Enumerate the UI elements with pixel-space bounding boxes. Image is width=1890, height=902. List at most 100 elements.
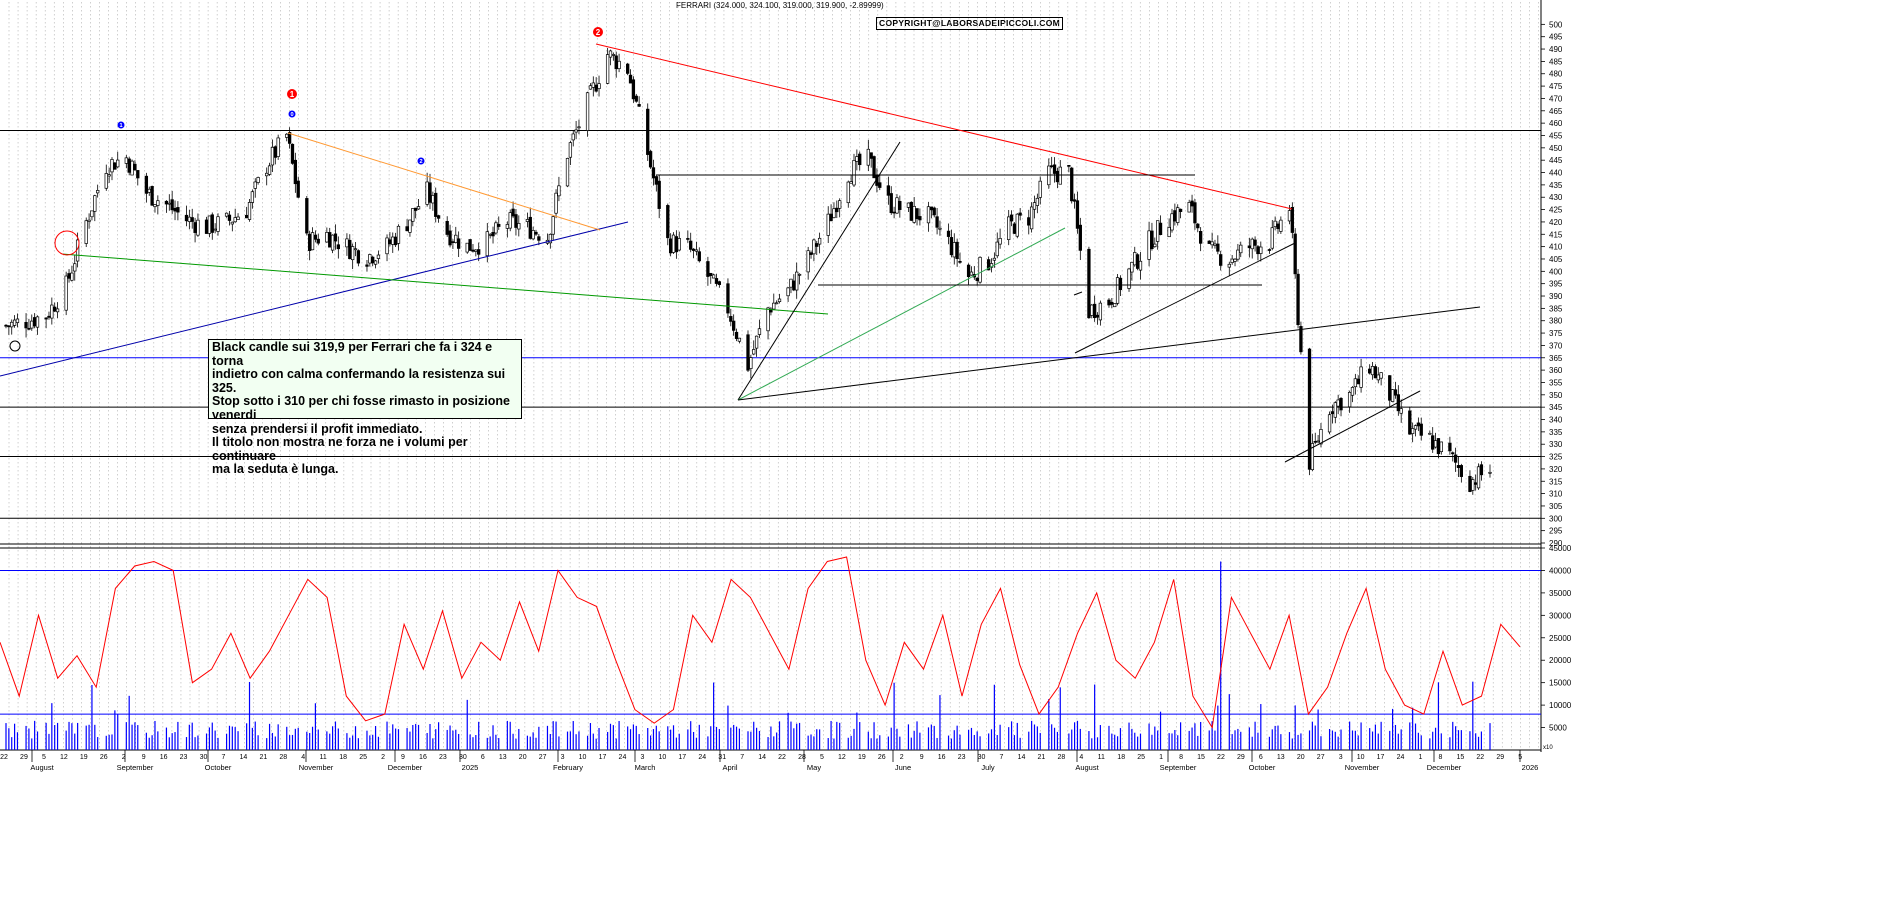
candle-body — [1098, 302, 1103, 321]
candle-body — [1456, 465, 1461, 468]
candle-body — [1196, 223, 1200, 229]
x-month-label: December — [388, 763, 423, 772]
x-tick-label: 23 — [958, 754, 966, 761]
osc-tick-label: 10000 — [1549, 701, 1572, 710]
candle-body — [929, 206, 934, 211]
candle-body — [835, 207, 839, 213]
candle-body — [932, 207, 936, 216]
candle-body — [90, 210, 94, 218]
candle-body — [1313, 441, 1317, 443]
candle-body — [47, 315, 51, 318]
x-tick-label: 12 — [838, 754, 846, 761]
candle-body — [537, 236, 541, 241]
x-month-label: March — [635, 763, 656, 772]
candle-body — [1193, 202, 1197, 224]
candle-body — [1113, 303, 1117, 308]
candle-body — [792, 280, 796, 291]
x-tick-label: 30 — [978, 754, 986, 761]
osc-tick-label: 40000 — [1549, 566, 1572, 575]
candle-body — [485, 231, 489, 257]
candle-body — [84, 220, 88, 244]
candle-body — [786, 287, 790, 297]
candle-body — [588, 85, 593, 90]
candle-body — [1087, 248, 1091, 319]
candle-body — [611, 54, 616, 56]
candle-body — [285, 133, 289, 138]
candle-body — [290, 143, 295, 164]
candle-body — [44, 317, 48, 320]
x-tick-label: 30 — [459, 754, 467, 761]
x-tick-label: 11 — [320, 754, 327, 761]
candle-body — [1299, 326, 1303, 353]
trendline — [737, 227, 1066, 401]
trendline — [1074, 242, 1296, 354]
candle-body — [568, 142, 573, 158]
x-tick-label: 7 — [221, 754, 225, 761]
candle-body — [330, 234, 335, 251]
x-month-label: June — [895, 763, 911, 772]
candle-body — [1433, 440, 1438, 448]
candle-body — [878, 182, 882, 188]
trendline — [1284, 390, 1421, 463]
candle-body — [1115, 277, 1120, 304]
candle-body — [1293, 233, 1297, 275]
candle-body — [852, 160, 856, 186]
candle-body — [265, 172, 269, 177]
x-tick-label: 27 — [539, 754, 547, 761]
candle-body — [1419, 423, 1423, 436]
price-tick-label: 335 — [1549, 428, 1563, 437]
candle-body — [1173, 210, 1177, 222]
x-tick-label: 25 — [359, 754, 367, 761]
candle-body — [1259, 246, 1263, 254]
x-tick-label: 10 — [1357, 754, 1365, 761]
candle-body — [1448, 442, 1452, 452]
candle-body — [608, 50, 613, 58]
candle-body — [1359, 366, 1363, 388]
x-tick-label: 26 — [878, 754, 886, 761]
x-tick-label: 21 — [1038, 754, 1046, 761]
candle-body — [431, 195, 435, 204]
candle-body — [577, 126, 581, 129]
candle-body — [1333, 402, 1337, 418]
candle-body — [1488, 471, 1492, 474]
candle-body — [1150, 230, 1154, 250]
candle-body — [651, 167, 656, 179]
x-tick-label: 30 — [200, 754, 208, 761]
x-tick-label: 28 — [798, 754, 806, 761]
candle-body — [795, 271, 799, 291]
candle-body — [1336, 399, 1340, 407]
candle-body — [657, 180, 661, 209]
candle-body — [686, 238, 690, 240]
candle-body — [287, 132, 292, 144]
x-tick-label: 9 — [142, 754, 146, 761]
candle-body — [468, 239, 472, 251]
candle-body — [497, 223, 501, 227]
candle-body — [1270, 227, 1274, 249]
candle-body — [626, 63, 630, 74]
oscillator-line — [0, 556, 1521, 730]
candle-body — [872, 156, 876, 179]
x-month-label: August — [30, 763, 54, 772]
candle-body — [571, 133, 575, 141]
candle-body — [336, 244, 340, 250]
candle-body — [213, 228, 217, 231]
candle-body — [1167, 227, 1171, 238]
candle-body — [829, 213, 833, 222]
scale-label: x10 — [1543, 745, 1553, 751]
x-tick-label: 24 — [1397, 754, 1405, 761]
candle-body — [591, 82, 595, 88]
trendline — [595, 43, 1293, 210]
trendline — [737, 306, 1481, 401]
candle-body — [1431, 435, 1435, 450]
candle-body — [528, 216, 532, 239]
chart-title: FERRARI (324.000, 324.100, 319.000, 319.… — [676, 1, 884, 10]
candle-body — [774, 302, 779, 305]
candle-body — [677, 238, 681, 251]
highlight-circle — [9, 340, 21, 352]
candle-body — [296, 180, 300, 198]
price-tick-label: 405 — [1549, 255, 1563, 264]
candle-body — [1012, 223, 1017, 234]
x-month-label: 2025 — [462, 763, 479, 772]
candle-body — [153, 204, 157, 208]
